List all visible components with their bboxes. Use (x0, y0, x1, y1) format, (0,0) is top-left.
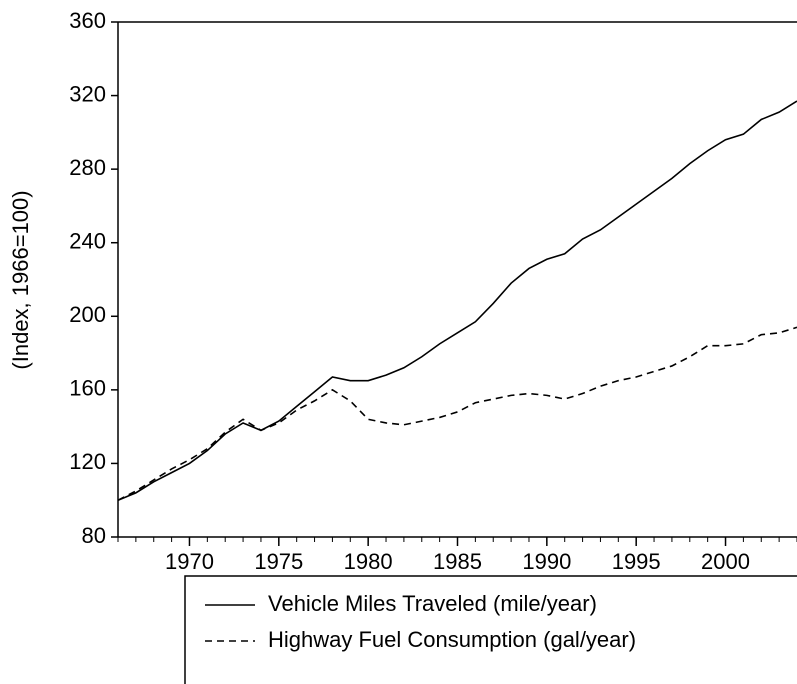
x-tick-label: 1980 (344, 549, 393, 574)
y-tick-label: 160 (69, 376, 106, 401)
x-tick-label: 1995 (612, 549, 661, 574)
y-tick-label: 280 (69, 155, 106, 180)
legend-label: Vehicle Miles Traveled (mile/year) (268, 591, 597, 616)
x-tick-label: 2000 (701, 549, 750, 574)
data-line (118, 326, 797, 501)
x-tick-label: 1990 (522, 549, 571, 574)
x-tick-label: 1985 (433, 549, 482, 574)
y-tick-label: 360 (69, 8, 106, 33)
legend-label: Highway Fuel Consumption (gal/year) (268, 627, 636, 652)
y-tick-label: 80 (82, 523, 106, 548)
y-tick-label: 200 (69, 302, 106, 327)
data-line (118, 100, 797, 501)
y-tick-label: 120 (69, 449, 106, 474)
legend-box (184, 575, 797, 684)
x-tick-label: 1970 (165, 549, 214, 574)
y-axis-label: (Index, 1966=100) (8, 190, 33, 369)
y-tick-label: 240 (69, 229, 106, 254)
x-tick-label: 1975 (254, 549, 303, 574)
y-tick-label: 320 (69, 81, 106, 106)
